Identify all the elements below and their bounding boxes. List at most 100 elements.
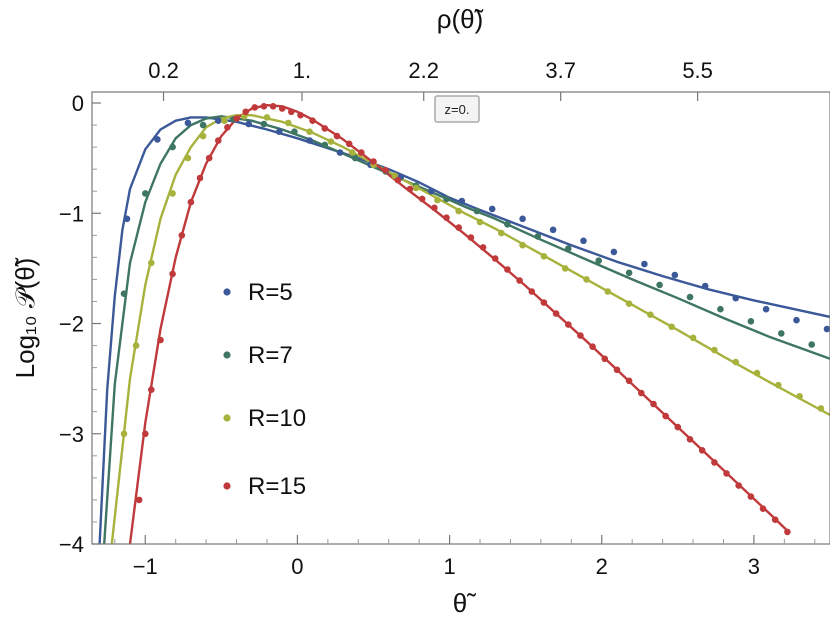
x-tick-label: 3 [748,554,760,579]
data-point-0-2 [184,119,192,127]
data-point-1-22 [778,330,785,337]
data-point-3-15 [269,103,277,110]
data-point-2-25 [625,300,633,308]
data-point-2-20 [519,241,526,249]
y-tick-label: 0 [72,91,84,116]
data-point-3-47 [650,400,657,408]
data-point-1-16 [595,257,602,265]
data-point-0-23 [823,325,830,333]
data-point-0-3 [215,117,222,124]
data-point-3-21 [333,132,341,140]
series-line-3 [128,104,789,544]
data-point-2-0 [120,430,128,438]
legend-label-2: R=10 [248,405,306,432]
data-point-3-3 [157,336,164,344]
series-line-1 [103,115,830,544]
data-point-1-7 [321,141,329,149]
data-point-0-17 [641,260,648,268]
data-point-0-1 [154,136,161,143]
data-point-1-2 [169,143,176,151]
data-point-2-11 [327,138,335,145]
data-point-3-5 [178,232,186,239]
data-point-1-5 [260,120,268,128]
data-point-3-28 [418,195,426,203]
top-tick-label: 5.5 [682,58,713,83]
legend-label-0: R=5 [248,279,293,306]
data-point-1-14 [534,233,542,240]
data-point-2-5 [199,132,207,140]
data-point-3-11 [233,115,240,122]
top-tick-label: 1. [293,58,311,83]
curves-group [98,104,830,544]
data-point-1-21 [747,318,755,325]
data-point-0-13 [519,215,526,223]
ticks-group [92,92,816,545]
data-point-3-56 [759,505,767,512]
data-point-2-19 [498,229,505,237]
data-point-1-15 [565,245,572,252]
data-point-3-32 [467,234,475,241]
data-point-2-23 [583,276,590,283]
data-point-2-33 [796,393,803,400]
data-point-3-1 [142,430,149,438]
data-point-2-30 [732,358,739,366]
data-point-0-6 [306,137,313,144]
data-point-3-10 [224,124,231,131]
points-group [120,103,830,536]
data-point-3-13 [251,104,259,111]
data-point-3-2 [148,386,155,394]
data-point-3-6 [187,198,195,206]
y-tick-label: −2 [59,312,84,337]
y-tick-label: −1 [59,201,84,226]
data-point-3-31 [455,224,463,231]
y-tick-label: −4 [59,532,84,557]
data-point-0-12 [488,205,496,213]
data-point-3-44 [613,366,621,374]
data-point-1-6 [291,128,298,135]
data-point-0-0 [123,215,131,223]
data-point-0-7 [336,149,344,156]
data-point-3-14 [260,103,268,110]
data-point-2-16 [434,196,441,204]
legend-marker-3 [223,482,231,490]
data-point-3-26 [394,176,402,184]
data-point-0-14 [549,226,557,234]
data-point-1-8 [351,154,359,162]
data-point-1-18 [656,281,663,289]
data-point-3-29 [431,204,438,212]
data-point-3-53 [723,470,730,477]
data-point-3-42 [589,343,596,351]
top-tick-label: 2.2 [408,58,439,83]
data-point-2-18 [476,218,484,226]
legend: R=5 R=7 R=10 R=15 [223,279,306,500]
annotation-box [434,95,480,123]
data-point-3-37 [528,288,536,295]
x-tick-label: 2 [596,554,608,579]
x-tick-label: 0 [291,554,303,579]
data-point-3-16 [278,105,286,112]
data-point-0-11 [458,197,466,205]
data-point-3-51 [698,447,706,454]
data-point-1-0 [120,290,128,298]
data-point-3-50 [686,436,694,443]
data-point-0-4 [245,120,252,128]
data-point-3-36 [516,277,523,284]
annotation-box-group: z=0. [434,95,480,123]
data-point-3-20 [321,125,329,132]
data-point-0-21 [762,305,770,313]
legend-label-1: R=7 [248,342,293,369]
data-point-3-41 [577,332,584,339]
data-point-3-38 [540,299,548,306]
data-point-3-25 [382,167,390,174]
series-line-0 [98,116,830,544]
data-point-0-19 [701,282,709,290]
data-point-3-39 [552,310,560,317]
data-point-1-11 [443,195,450,203]
data-point-3-8 [205,154,213,162]
data-point-2-8 [263,114,271,121]
data-point-2-12 [348,149,356,156]
data-point-2-4 [184,154,192,162]
data-point-2-34 [817,405,825,412]
data-point-0-15 [580,237,587,245]
